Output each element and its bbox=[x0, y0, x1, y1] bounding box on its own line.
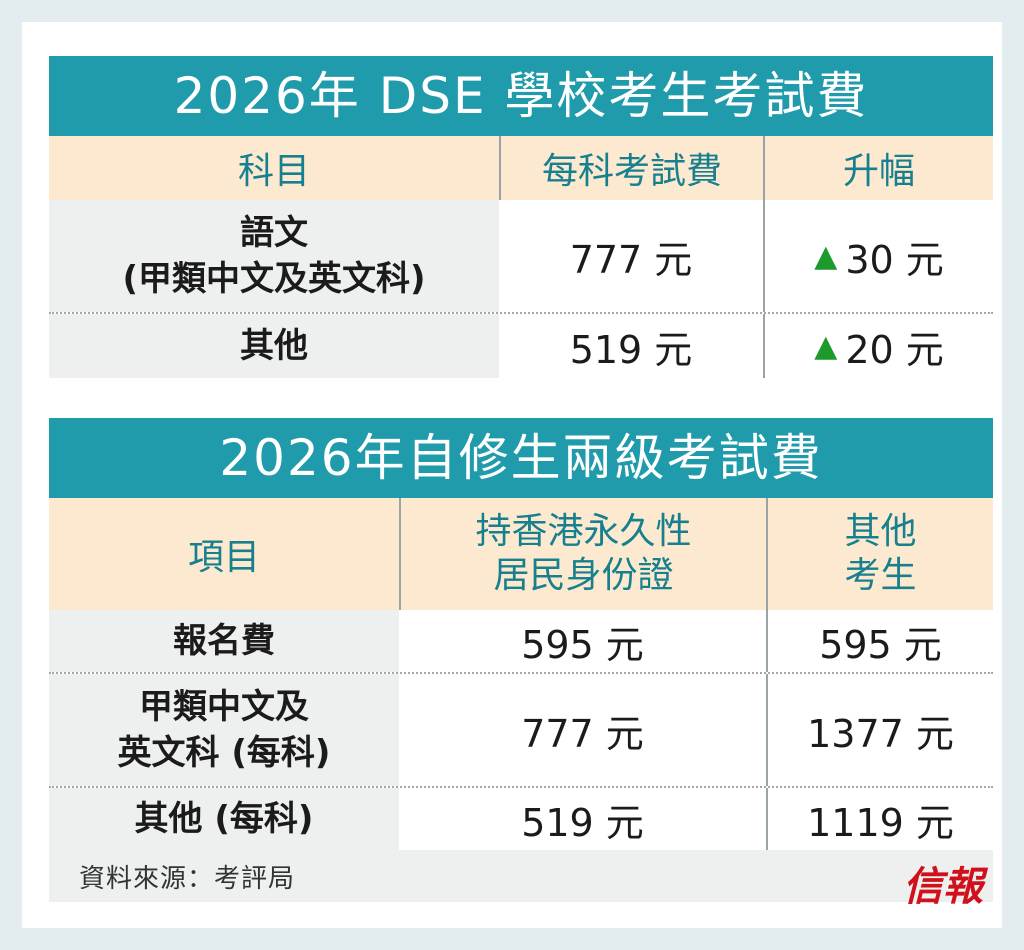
row-item-language: 語文 (甲類中文及英文科) bbox=[49, 200, 499, 312]
row-fee-other: 1377 元 bbox=[766, 674, 993, 786]
row-item-language: 甲類中文及 英文科 (每科) bbox=[49, 674, 399, 786]
table-row: 語文 (甲類中文及英文科) 777 元 ▲ 30 元 bbox=[49, 200, 993, 312]
row-fee-hk: 519 元 bbox=[399, 788, 766, 850]
row-fee: 519 元 bbox=[499, 314, 763, 378]
increase-value: 20 元 bbox=[845, 327, 944, 372]
row-fee-hk: 777 元 bbox=[399, 674, 766, 786]
increase-value: 30 元 bbox=[845, 237, 944, 282]
hkej-logo: 信報 bbox=[903, 863, 983, 910]
up-triangle-icon: ▲ bbox=[814, 238, 838, 274]
header-subject: 科目 bbox=[49, 136, 499, 200]
row-increase: ▲ 20 元 bbox=[763, 314, 993, 378]
header-increase: 升幅 bbox=[763, 136, 993, 200]
footer: 資料來源：考評局 信報 bbox=[49, 850, 993, 910]
infographic-card: 2026年 DSE 學校考生考試費 科目 每科考試費 升幅 語文 (甲類中文及英… bbox=[22, 22, 1002, 928]
table-row: 甲類中文及 英文科 (每科) 777 元 1377 元 bbox=[49, 672, 993, 786]
row-fee: 777 元 bbox=[499, 200, 763, 312]
table-row: 其他 (每科) 519 元 1119 元 bbox=[49, 786, 993, 850]
row-item-other: 其他 bbox=[49, 314, 499, 378]
row-item-other: 其他 (每科) bbox=[49, 788, 399, 850]
dse-school-fee-table: 2026年 DSE 學校考生考試費 科目 每科考試費 升幅 語文 (甲類中文及英… bbox=[49, 56, 993, 378]
table-title: 2026年 DSE 學校考生考試費 bbox=[49, 56, 993, 136]
table-row: 報名費 595 元 595 元 bbox=[49, 610, 993, 672]
header-item: 項目 bbox=[49, 498, 399, 610]
header-other-candidates: 其他 考生 bbox=[766, 498, 993, 610]
table-header-row: 科目 每科考試費 升幅 bbox=[49, 136, 993, 200]
table-title: 2026年自修生兩級考試費 bbox=[49, 418, 993, 498]
source-text: 資料來源：考評局 bbox=[79, 863, 296, 894]
row-fee-other: 1119 元 bbox=[766, 788, 993, 850]
table-header-row: 項目 持香港永久性 居民身份證 其他 考生 bbox=[49, 498, 993, 610]
row-item-registration: 報名費 bbox=[49, 610, 399, 672]
row-fee-other: 595 元 bbox=[766, 610, 993, 672]
row-increase: ▲ 30 元 bbox=[763, 200, 993, 312]
table-row: 其他 519 元 ▲ 20 元 bbox=[49, 312, 993, 378]
private-candidate-fee-table: 2026年自修生兩級考試費 項目 持香港永久性 居民身份證 其他 考生 報名費 … bbox=[49, 418, 993, 850]
up-triangle-icon: ▲ bbox=[814, 328, 838, 364]
header-fee-per-subject: 每科考試費 bbox=[499, 136, 763, 200]
row-fee-hk: 595 元 bbox=[399, 610, 766, 672]
header-hk-permanent-id: 持香港永久性 居民身份證 bbox=[399, 498, 766, 610]
